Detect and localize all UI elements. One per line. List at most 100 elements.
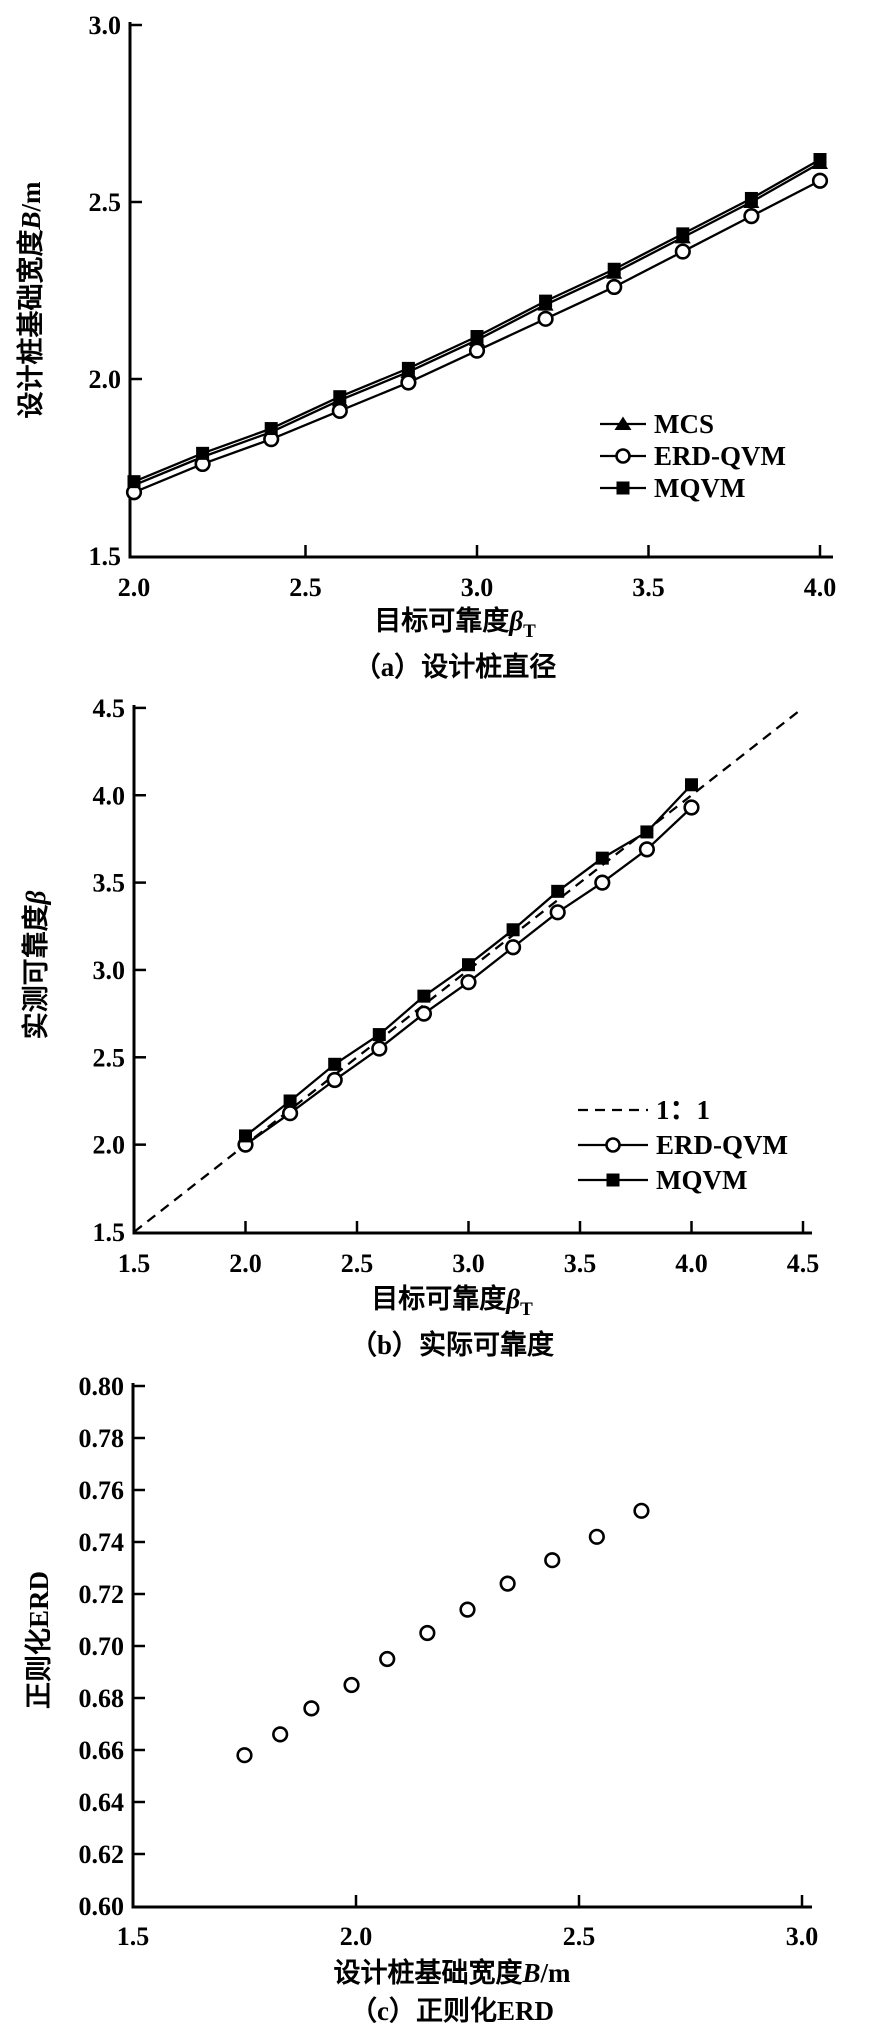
x-tick-label: 2.5 [341, 1249, 374, 1278]
legend-label-mqvm: MQVM [656, 1165, 747, 1195]
x-tick-label: 3.0 [786, 1922, 819, 1951]
legend-label-mcs: MCS [654, 409, 714, 439]
circle-marker-icon [615, 448, 631, 464]
y-tick-label: 0.78 [79, 1424, 125, 1453]
legend-item-erd-qvm: ERD-QVM [578, 1130, 788, 1160]
legend-label-erd-qvm: ERD-QVM [656, 1130, 788, 1160]
data-point-正则化ERD [499, 1575, 516, 1592]
data-point-MQVM [539, 294, 553, 308]
legend-label-erd-qvm: ERD-QVM [654, 441, 786, 471]
x-tick-label: 3.0 [461, 573, 494, 602]
data-point-MQVM [744, 191, 758, 205]
y-tick-label: 0.72 [79, 1580, 125, 1609]
data-point-MQVM [640, 825, 654, 839]
caption-b: （b）实际可靠度 [350, 1329, 554, 1360]
data-point-MQVM [685, 778, 698, 792]
circle-marker-icon [605, 1137, 621, 1153]
square-marker-icon [616, 481, 630, 495]
data-point-正则化ERD [236, 1747, 253, 1764]
x-tick-label: 4.5 [787, 1249, 820, 1278]
y-tick-label: 0.64 [79, 1788, 125, 1817]
legend-item-mqvm: MQVM [600, 473, 745, 503]
data-point-ERD-QVM [638, 841, 656, 858]
data-point-ERD-QVM [811, 172, 829, 189]
legend-label-mqvm: MQVM [654, 473, 745, 503]
data-point-MQVM [333, 390, 347, 404]
x-tick-label: 3.5 [632, 573, 665, 602]
y-axis-title-b: 实测可靠度β [20, 890, 51, 1039]
legend-item-one-to-one: 1：1 [578, 1095, 710, 1125]
y-tick-label: 3.0 [93, 956, 126, 985]
axis-spine [131, 1383, 812, 1909]
chart-c-plot: 1.5 2.0 2.5 3.0 0.60 0.62 0.64 0.66 0.68 0.70 0.72… [79, 1372, 819, 1951]
data-point-正则化ERD [459, 1601, 476, 1618]
x-axis-title-c: 设计桩基础宽度B/m [333, 1957, 571, 1988]
data-point-MQVM [551, 884, 565, 898]
data-point-MQVM [417, 989, 431, 1003]
x-tick-label: 4.0 [804, 573, 837, 602]
data-point-ERD-QVM [468, 342, 486, 359]
chart-b: 1.5 2.0 2.5 3.0 3.5 4.0 4.5 1.5 2.0 2.5 3.0 3.5 4.0 4… [20, 694, 819, 1360]
data-point-MQVM [196, 446, 210, 460]
triangle-marker-icon [614, 416, 632, 430]
legend-item-erd-qvm: ERD-QVM [600, 441, 786, 471]
chart-a: 2.0 2.5 3.0 3.5 4.01.52.02.53.0 设计桩基础宽度B/m 目… [15, 11, 836, 682]
x-axis-title-a: 目标可靠度βT [374, 605, 536, 642]
data-point-MQVM [401, 361, 415, 375]
axis-spine [128, 22, 833, 559]
x-tick-label: 3.5 [564, 1249, 597, 1278]
caption-a: （a）设计桩直径 [354, 651, 557, 682]
data-point-MQVM [813, 153, 827, 167]
data-point-ERD-QVM [400, 374, 417, 391]
square-marker-icon [606, 1173, 620, 1187]
y-tick-label: 2.5 [93, 1043, 126, 1072]
data-point-ERD-QVM [537, 310, 554, 327]
y-tick-label: 4.0 [93, 781, 126, 810]
y-tick-label: 2.5 [89, 188, 122, 217]
data-point-ERD-QVM [504, 939, 522, 956]
data-point-MQVM [595, 851, 609, 865]
chart-c: 1.5 2.0 2.5 3.0 0.60 0.62 0.64 0.66 0.68 0.70 0.72… [24, 1372, 818, 2025]
data-point-ERD-QVM [606, 278, 623, 296]
legend-a: MCS ERD-QVM MQVM [600, 409, 786, 503]
x-tick-label: 1.5 [118, 1249, 151, 1278]
data-point-ERD-QVM [282, 1105, 299, 1122]
chart-a-plot: 2.0 2.5 3.0 3.5 4.01.52.02.53.0 [89, 11, 837, 602]
y-tick-label: 0.80 [79, 1372, 125, 1401]
y-axis-title-c: 正则化ERD [24, 1571, 54, 1709]
y-tick-label: 0.68 [79, 1684, 125, 1713]
x-tick-label: 2.5 [289, 573, 322, 602]
data-point-ERD-QVM [371, 1040, 388, 1057]
data-point-正则化ERD [303, 1700, 320, 1717]
data-point-正则化ERD [419, 1624, 436, 1642]
data-point-MQVM [470, 330, 484, 344]
x-tick-label: 2.0 [340, 1922, 373, 1951]
data-point-ERD-QVM [743, 208, 760, 225]
data-point-MQVM [328, 1057, 342, 1071]
data-point-正则化ERD [379, 1650, 396, 1668]
data-point-ERD-QVM [415, 1005, 433, 1022]
x-axis-title-b: 目标可靠度βT [371, 1283, 533, 1320]
x-tick-label: 2.0 [229, 1249, 262, 1278]
data-point-ERD-QVM [674, 243, 691, 260]
y-tick-label: 0.74 [79, 1528, 125, 1557]
y-tick-label: 3.0 [89, 11, 122, 40]
data-point-MQVM [283, 1094, 297, 1108]
data-point-MQVM [372, 1028, 386, 1042]
x-tick-label: 2.0 [118, 573, 151, 602]
chart-b-plot: 1.5 2.0 2.5 3.0 3.5 4.0 4.5 1.5 2.0 2.5 3.0 3.5 4.0 4… [93, 694, 820, 1278]
legend-label-one-to-one: 1：1 [656, 1095, 710, 1125]
y-tick-label: 1.5 [93, 1218, 126, 1247]
x-tick-label: 1.5 [117, 1922, 150, 1951]
data-point-MQVM [264, 422, 278, 436]
y-tick-label: 1.5 [89, 542, 122, 571]
data-point-正则化ERD [343, 1676, 360, 1694]
x-tick-label: 3.0 [452, 1249, 485, 1278]
y-tick-label: 3.5 [93, 869, 126, 898]
y-tick-label: 0.76 [79, 1476, 125, 1505]
data-point-MQVM [239, 1129, 252, 1143]
y-tick-label: 4.5 [93, 694, 126, 723]
legend-item-mqvm: MQVM [578, 1165, 747, 1195]
